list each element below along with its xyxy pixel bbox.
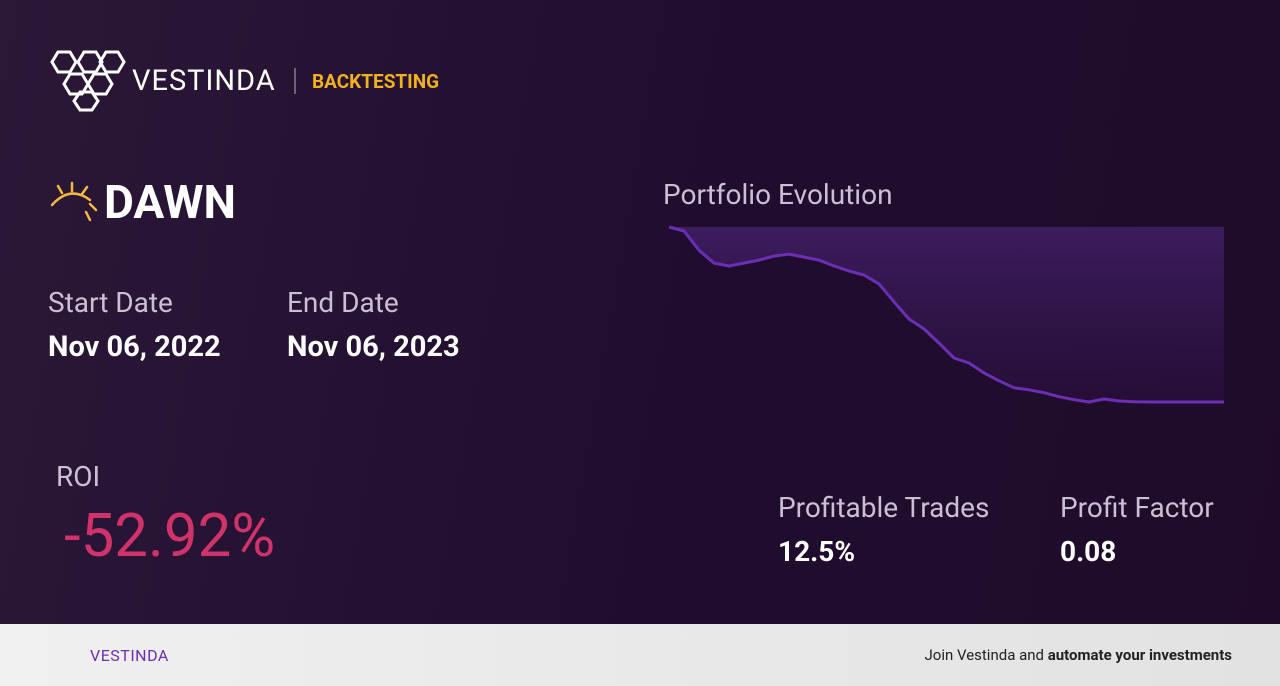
roi-value: -52.92% [64,500,276,571]
stat-value: 0.08 [1060,535,1117,568]
footer-brand: VESTINDA [90,646,169,665]
roi-label: ROI [56,460,101,493]
start-label: Start Date [48,286,173,319]
area [669,227,1224,402]
end-label: End Date [287,286,399,319]
stat-label: Profitable Trades [778,491,990,524]
section: BACKTESTING [312,70,440,93]
logo [50,50,126,112]
end-date: Nov 06, 2023 [287,330,460,364]
stat-label: Profit Factor [1060,491,1214,524]
brand: VESTINDA [132,64,276,98]
line [668,225,1224,404]
footer: VESTINDA Join Vestinda and automate your… [0,624,1280,686]
stat-value: 12.5% [778,535,856,568]
start-date: Nov 06, 2022 [48,330,221,364]
chart-title: Portfolio Evolution [663,178,893,211]
footer-bold: automate your investments [1047,646,1232,664]
strategy-icon [50,181,98,222]
footer-text: Join Vestinda and [924,646,1044,664]
footer-cta: Join Vestinda and automate your investme… [924,646,1232,664]
strategy-name: DAWN [104,176,236,230]
